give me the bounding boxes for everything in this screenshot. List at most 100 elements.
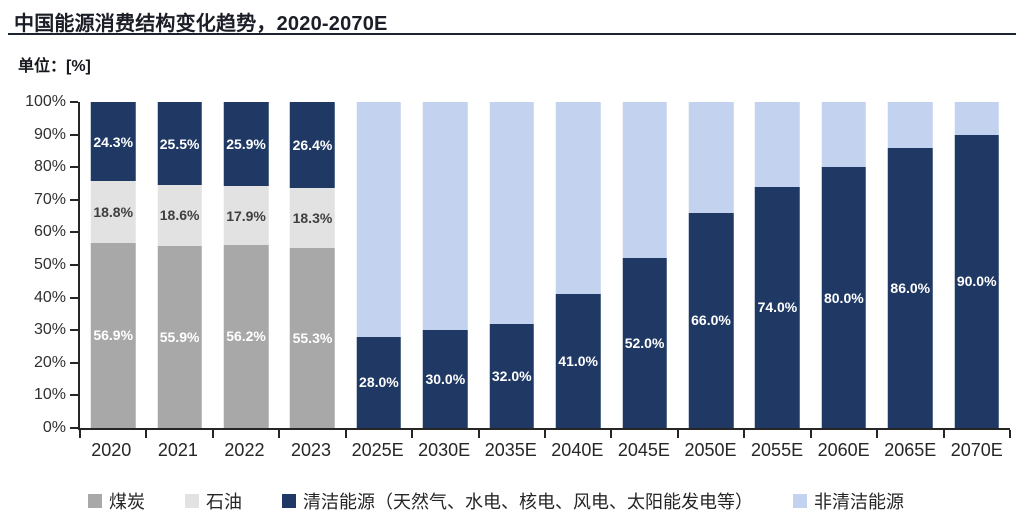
stacked-bar: 55.9% 18.6% 25.5% — [157, 102, 202, 428]
y-axis-tick-mark — [70, 394, 78, 397]
legend-label: 石油 — [206, 492, 242, 512]
bar-segment: 28.0% — [356, 336, 402, 428]
y-axis-tick-label: 20% — [33, 353, 66, 371]
bar-segment: 80.0% — [821, 167, 867, 428]
bar-value-label: 30.0% — [425, 371, 466, 388]
bar-slot: 90.0% — [943, 102, 1009, 428]
bar-slot: 28.0% — [346, 102, 412, 428]
legend-swatch — [282, 494, 296, 508]
bar-slot: 32.0% — [479, 102, 545, 428]
bar-segment: 74.0% — [755, 186, 800, 428]
stacked-bar: 56.9% 18.8% 24.3% — [90, 102, 136, 428]
bar-slot: 55.3% 18.3% 26.4% — [279, 102, 345, 428]
x-axis-tick-mark — [411, 430, 414, 438]
bar-slot: 80.0% — [811, 102, 877, 428]
y-axis-tick-mark — [70, 361, 78, 364]
bar-value-label: 86.0% — [890, 279, 931, 296]
bar-segment: 18.3% — [290, 188, 335, 248]
bar-segment: 56.2% — [223, 244, 269, 428]
x-axis-tick-mark — [145, 430, 148, 438]
x-axis-labels: 2020 2021 2022 2023 2025E 2030E 2035E 2040E 2045… — [78, 440, 1010, 461]
stacked-bar: 28.0% — [356, 102, 402, 428]
y-axis-tick-label: 70% — [33, 190, 66, 208]
unit-label: 单位：[%] — [18, 58, 91, 75]
y-axis-tick-mark — [70, 198, 78, 201]
bar-segment: 55.3% — [290, 247, 335, 428]
x-axis-category-label: 2023 — [291, 440, 332, 460]
legend-label: 非清洁能源 — [814, 492, 904, 512]
bar-value-label: 52.0% — [624, 335, 665, 352]
y-axis-tick-label: 30% — [33, 321, 66, 339]
chart-title: 中国能源消费结构变化趋势，2020-2070E — [14, 13, 388, 35]
bar-value-label: 24.3% — [93, 133, 134, 150]
legend-label: 清洁能源（天然气、水电、核电、风电、太阳能发电等） — [303, 492, 753, 512]
x-axis-tick-mark — [79, 430, 81, 438]
bar-segment — [821, 102, 867, 168]
bar-slot: 41.0% — [545, 102, 611, 428]
bar-segment: 52.0% — [622, 258, 667, 428]
x-axis-category-label: 2020 — [91, 440, 132, 460]
bar-slot: 56.2% 17.9% 25.9% — [213, 102, 279, 428]
bar-segment: 25.5% — [157, 102, 202, 186]
stacked-bar: 74.0% — [755, 102, 800, 428]
x-axis-category-label: 2030E — [418, 440, 471, 460]
bar-value-label: 56.9% — [93, 327, 134, 344]
x-axis-category-label: 2035E — [484, 440, 537, 460]
legend-label: 煤炭 — [109, 492, 145, 512]
x-axis-category-label: 2045E — [617, 440, 670, 460]
bar-segment: 55.9% — [157, 245, 202, 428]
bar-slot: 66.0% — [678, 102, 744, 428]
bar-value-label: 17.9% — [226, 207, 266, 224]
x-axis-tick-mark — [743, 430, 746, 438]
bar-segment — [555, 102, 601, 295]
y-axis-tick-label: 0% — [42, 419, 66, 436]
bar-value-label: 90.0% — [956, 273, 997, 290]
bar-segment — [888, 102, 933, 148]
bar-segment — [489, 102, 534, 324]
bar-value-label: 26.4% — [292, 137, 333, 154]
y-axis-tick-mark — [70, 264, 78, 266]
x-axis-tick-mark — [610, 430, 613, 438]
bar-segment: 41.0% — [555, 294, 601, 428]
x-axis-category-label: 2040E — [551, 440, 604, 460]
bar-segment — [622, 102, 667, 259]
bar-value-label: 56.2% — [226, 328, 266, 345]
x-axis-tick-mark — [278, 430, 281, 438]
legend-item: 非清洁能源 — [793, 488, 904, 514]
bar-value-label: 41.0% — [558, 353, 598, 370]
bar-slot: 74.0% — [744, 102, 810, 428]
bar-segment — [356, 102, 402, 337]
x-axis-tick-mark — [809, 430, 812, 438]
bar-value-label: 32.0% — [491, 367, 532, 384]
stacked-bar: 55.3% 18.3% 26.4% — [290, 102, 335, 428]
bar-segment — [755, 102, 800, 187]
bar-segment: 17.9% — [223, 186, 269, 245]
y-axis-tick-mark — [70, 166, 78, 169]
bar-segment: 32.0% — [489, 323, 534, 428]
legend: 煤炭 石油 清洁能源（天然气、水电、核电、风电、太阳能发电等） 非清洁能源 — [88, 488, 1016, 514]
stacked-bar: 56.2% 17.9% 25.9% — [223, 102, 269, 428]
x-axis-category-label: 2060E — [817, 440, 870, 460]
bar-segment: 90.0% — [954, 134, 999, 428]
bar-slot: 55.9% 18.6% 25.5% — [146, 102, 212, 428]
bar-value-label: 55.3% — [292, 329, 333, 346]
bar-slot: 56.9% 18.8% 24.3% — [80, 102, 146, 428]
y-axis-tick-mark — [70, 427, 78, 429]
y-axis-tick-mark — [70, 296, 78, 299]
x-axis-category-label: 2022 — [224, 440, 265, 460]
x-axis-category-label: 2025E — [351, 440, 404, 460]
bar-value-label: 18.8% — [93, 203, 134, 220]
bar-value-label: 18.6% — [159, 207, 200, 224]
bar-segment: 56.9% — [90, 242, 136, 428]
y-axis-tick-mark — [70, 101, 78, 103]
bar-segment: 86.0% — [888, 147, 933, 428]
stacked-bar: 52.0% — [622, 102, 667, 428]
bar-value-label: 74.0% — [757, 299, 798, 316]
bar-value-label: 18.3% — [292, 209, 333, 226]
stacked-bar: 30.0% — [423, 102, 468, 428]
bar-value-label: 66.0% — [691, 312, 731, 329]
bar-segment — [954, 102, 999, 135]
legend-swatch — [793, 494, 807, 508]
bar-slot: 30.0% — [412, 102, 478, 428]
x-axis-tick-mark — [942, 430, 945, 438]
